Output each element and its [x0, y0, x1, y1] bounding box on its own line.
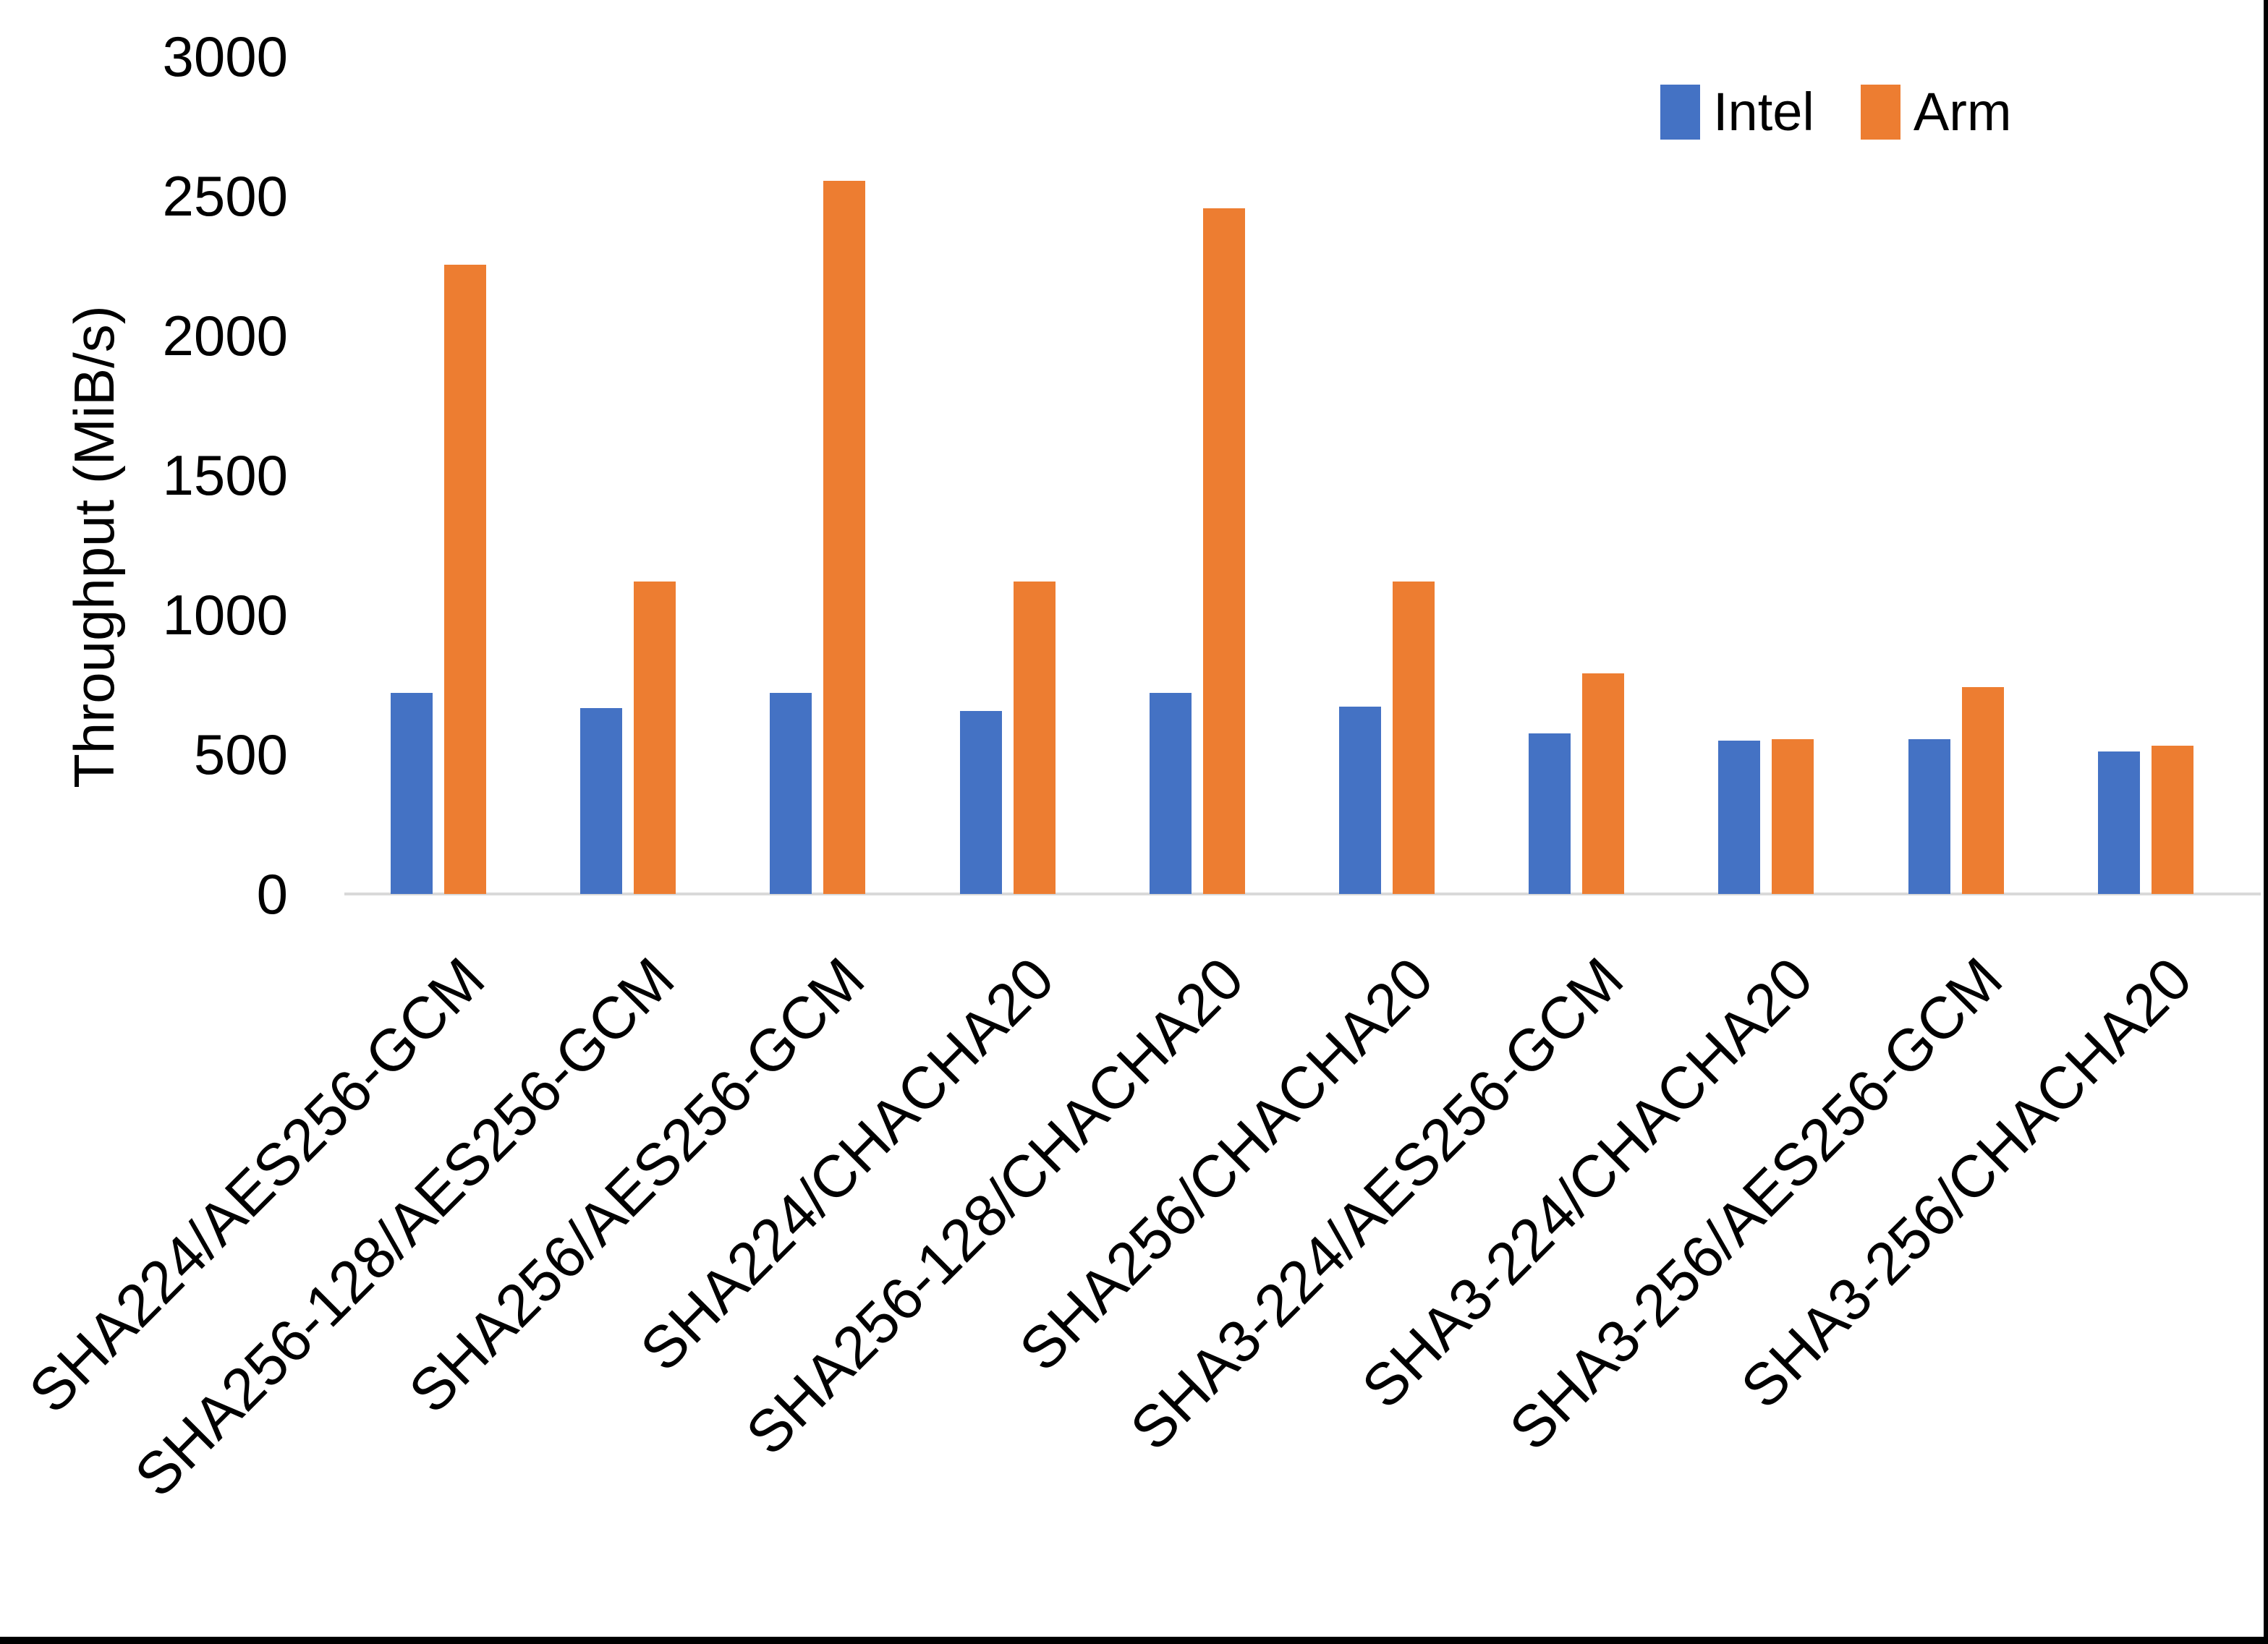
- y-axis-title: Throughput (MiB/s): [62, 305, 126, 788]
- bar-intel-4: [959, 711, 1002, 894]
- bar-intel-3: [770, 693, 812, 894]
- bar-intel-7: [1529, 733, 1571, 894]
- x-axis-line: [344, 893, 2261, 895]
- bar-arm-9: [1961, 687, 2004, 894]
- y-tick-label-3000: 3000: [162, 25, 288, 88]
- bar-intel-9: [1908, 738, 1950, 894]
- y-tick-label-500: 500: [193, 723, 288, 786]
- bar-arm-5: [1202, 208, 1245, 894]
- bar-intel-8: [1718, 740, 1761, 894]
- legend-item-intel: Intel: [1660, 85, 1814, 140]
- y-tick-label-0: 0: [256, 862, 288, 926]
- bar-intel-1: [391, 693, 433, 894]
- frame-right-border: [2264, 0, 2268, 1644]
- legend-label-arm: Arm: [1913, 82, 2012, 142]
- legend: Intel Arm: [1660, 85, 2012, 140]
- bar-intel-10: [2097, 751, 2140, 894]
- y-tick-label-1000: 1000: [162, 583, 288, 647]
- bar-arm-4: [1013, 581, 1056, 894]
- y-tick-label-2000: 2000: [162, 304, 288, 367]
- y-tick-label-2500: 2500: [162, 164, 288, 228]
- legend-item-arm: Arm: [1860, 82, 2012, 142]
- legend-label-intel: Intel: [1713, 82, 1814, 142]
- bar-arm-10: [2151, 746, 2193, 894]
- bar-arm-8: [1772, 738, 1814, 894]
- bar-arm-3: [823, 180, 866, 894]
- bar-arm-7: [1582, 673, 1625, 894]
- legend-swatch-arm: [1860, 85, 1900, 140]
- bar-arm-1: [444, 264, 486, 894]
- bar-intel-6: [1339, 707, 1381, 894]
- bar-intel-5: [1149, 693, 1192, 894]
- y-tick-label-1500: 1500: [162, 443, 288, 507]
- legend-swatch-intel: [1660, 85, 1700, 140]
- bar-arm-6: [1393, 581, 1435, 894]
- frame-bottom-border: [0, 1637, 2268, 1644]
- bar-intel-2: [580, 708, 623, 894]
- bar-arm-2: [634, 581, 676, 894]
